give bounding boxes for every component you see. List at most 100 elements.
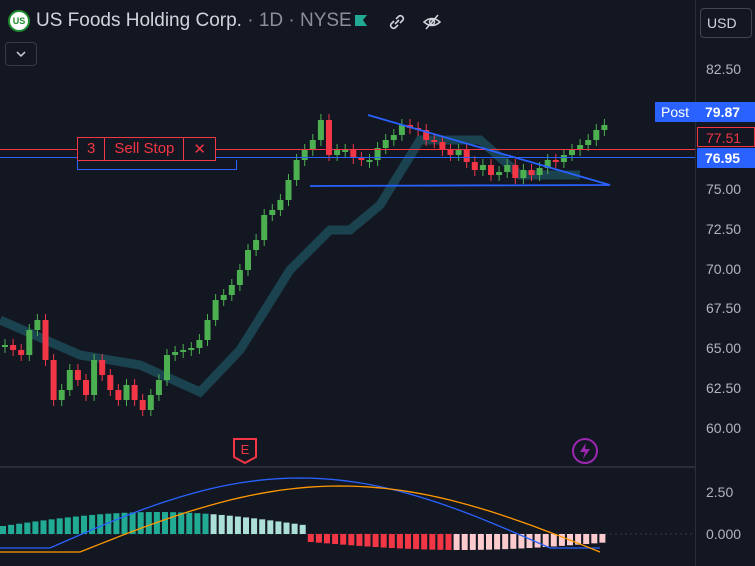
candle [245, 250, 251, 270]
candle [147, 395, 154, 410]
candle [366, 160, 373, 162]
price-tick: 70.00 [706, 261, 742, 277]
histogram-bar [251, 518, 258, 534]
candle [463, 150, 470, 162]
histogram-bar [137, 512, 144, 534]
flag-icon[interactable] [354, 14, 368, 28]
lightning-icon[interactable] [571, 437, 599, 465]
candle [398, 125, 405, 135]
histogram-bar [48, 519, 55, 534]
histogram-bar [40, 520, 47, 534]
candle [180, 350, 187, 352]
histogram-bar [324, 534, 330, 544]
histogram-bar [178, 512, 185, 534]
candle [479, 165, 486, 170]
histogram-bar [453, 534, 460, 550]
histogram-bar [24, 522, 31, 534]
price-tick: 75.00 [706, 181, 742, 197]
order-quantity[interactable]: 3 [78, 138, 106, 160]
histogram-bar [8, 524, 15, 534]
candle [261, 215, 268, 240]
histogram-bar [429, 534, 436, 550]
candle [66, 370, 73, 390]
histogram-bar [97, 514, 104, 534]
candle [601, 125, 608, 130]
histogram-bar [89, 514, 96, 534]
symbol-title[interactable]: US Foods Holding Corp. · 1D · NYSE [36, 10, 352, 32]
candle [593, 130, 600, 140]
histogram-bar [380, 534, 387, 548]
candle [212, 300, 219, 320]
histogram-bar [299, 524, 306, 534]
pane-separator[interactable] [0, 466, 695, 468]
order-close-icon[interactable]: ✕ [193, 141, 206, 158]
histogram-bar [518, 534, 525, 549]
candle [2, 345, 8, 347]
link-icon[interactable] [387, 12, 407, 32]
candle [91, 360, 98, 395]
candle [439, 142, 446, 150]
candle [164, 355, 170, 380]
candle [34, 320, 41, 330]
candle [350, 150, 357, 158]
company-logo: US [8, 10, 30, 32]
histogram-bar [243, 517, 249, 534]
histogram-bar [81, 515, 87, 534]
candle [423, 130, 430, 140]
price-tick: 67.50 [706, 300, 742, 316]
candle [269, 210, 276, 215]
sell-stop-order[interactable]: 3 Sell Stop ✕ [77, 137, 216, 161]
histogram-bar [340, 534, 347, 545]
histogram-bar [259, 519, 266, 534]
histogram-bar [194, 513, 201, 534]
earnings-icon[interactable]: E [231, 437, 259, 465]
candle [196, 340, 203, 348]
price-tick: 72.50 [706, 221, 742, 237]
price-tick: 62.50 [706, 380, 742, 396]
macd-line [0, 477, 600, 549]
collapse-button[interactable] [5, 42, 37, 66]
histogram-bar [16, 523, 23, 534]
candle [309, 140, 316, 150]
macd-indicator[interactable] [0, 468, 695, 566]
histogram-bar [186, 512, 193, 534]
candle [390, 135, 397, 140]
candle [569, 150, 575, 155]
histogram-bar [32, 521, 39, 534]
histogram-bar [283, 522, 290, 534]
histogram-bar [575, 534, 582, 545]
histogram-bar [291, 523, 298, 534]
candle [236, 270, 243, 285]
candle [123, 385, 130, 400]
histogram-bar [210, 514, 217, 534]
histogram-bar [364, 534, 371, 547]
alert-line-label[interactable] [77, 160, 237, 170]
post-market-label: Post [655, 102, 697, 122]
candle [520, 170, 527, 178]
candle [528, 170, 535, 175]
candle [504, 165, 511, 172]
histogram-bar [494, 534, 501, 550]
histogram-bar [510, 534, 517, 549]
currency-selector[interactable]: USD [700, 8, 752, 38]
candle [317, 120, 324, 140]
candle [544, 160, 551, 168]
histogram-bar [145, 512, 152, 534]
histogram-bar [267, 520, 274, 534]
histogram-bar [542, 534, 549, 548]
candle [107, 375, 114, 390]
candle [228, 285, 235, 295]
order-label[interactable]: Sell Stop [105, 138, 185, 160]
candle [115, 390, 122, 400]
histogram-bar [307, 534, 314, 542]
histogram-bar [486, 534, 492, 550]
histogram-bar [421, 534, 428, 550]
hide-eye-icon[interactable] [422, 12, 442, 32]
histogram-bar [129, 512, 136, 534]
price-scale[interactable] [695, 0, 755, 566]
histogram-bar [56, 518, 63, 534]
triangle-pattern[interactable] [309, 114, 611, 187]
histogram-bar [315, 534, 322, 543]
histogram-bar [445, 534, 452, 550]
candle [585, 140, 592, 145]
